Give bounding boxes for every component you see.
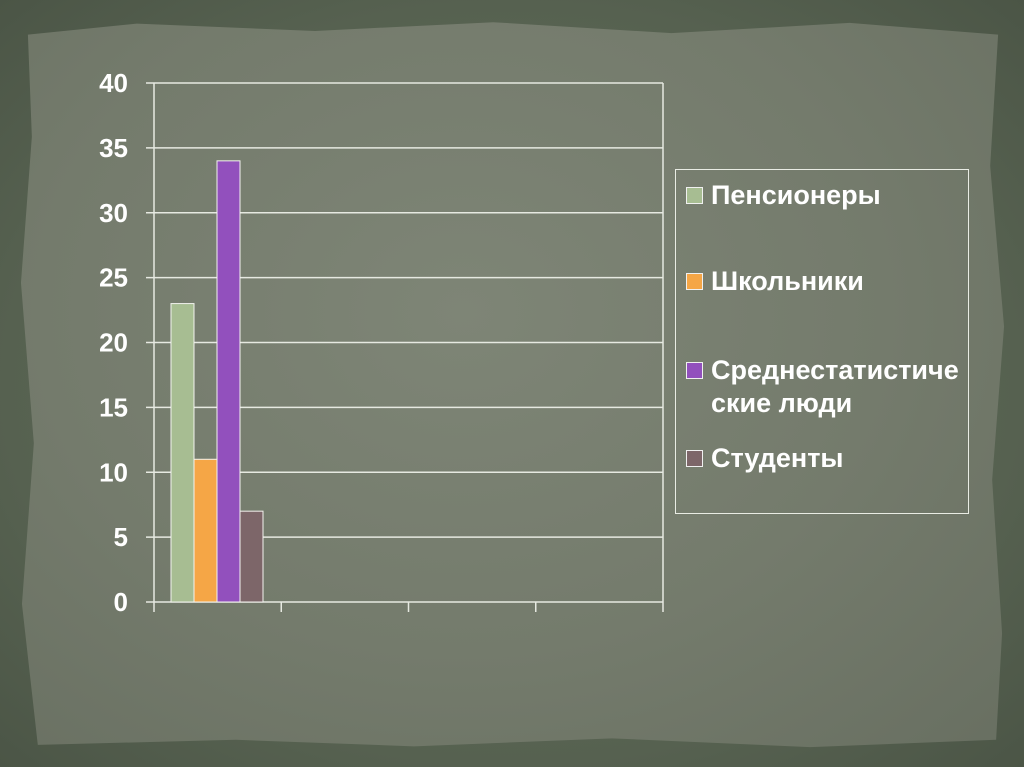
legend-label: Пенсионеры — [711, 180, 881, 210]
y-tick-label: 30 — [99, 198, 128, 228]
legend-swatch — [686, 187, 703, 204]
legend-label: Школьники — [711, 266, 864, 296]
legend-swatch — [686, 362, 703, 379]
axes — [146, 82, 664, 612]
legend-swatch — [686, 450, 703, 467]
legend-item: Пенсионеры — [686, 179, 961, 212]
y-tick-label: 5 — [114, 522, 128, 552]
bar-4 — [239, 510, 264, 603]
y-tick-label: 0 — [114, 587, 128, 617]
legend-label: Среднестатистические люди — [711, 355, 959, 418]
bar-2 — [193, 458, 218, 603]
y-tick-label: 10 — [99, 457, 128, 487]
bar-3 — [216, 160, 241, 603]
y-tick-label: 25 — [99, 263, 128, 293]
y-tick-label: 35 — [99, 133, 128, 163]
bars — [170, 160, 264, 603]
legend-item: Среднестатистические люди — [686, 354, 961, 420]
legend-label: Студенты — [711, 443, 844, 473]
bar-1 — [170, 303, 195, 603]
y-tick-label: 40 — [99, 68, 128, 98]
y-tick-label: 20 — [99, 328, 128, 358]
legend-item: Школьники — [686, 265, 961, 298]
y-tick-label: 15 — [99, 392, 128, 422]
legend-item: Студенты — [686, 442, 961, 475]
chart-legend: Пенсионеры Школьники Среднестатистические … — [675, 169, 969, 514]
legend-swatch — [686, 273, 703, 290]
y-tick-labels: 0 5 10 15 20 25 30 35 40 — [99, 68, 128, 617]
